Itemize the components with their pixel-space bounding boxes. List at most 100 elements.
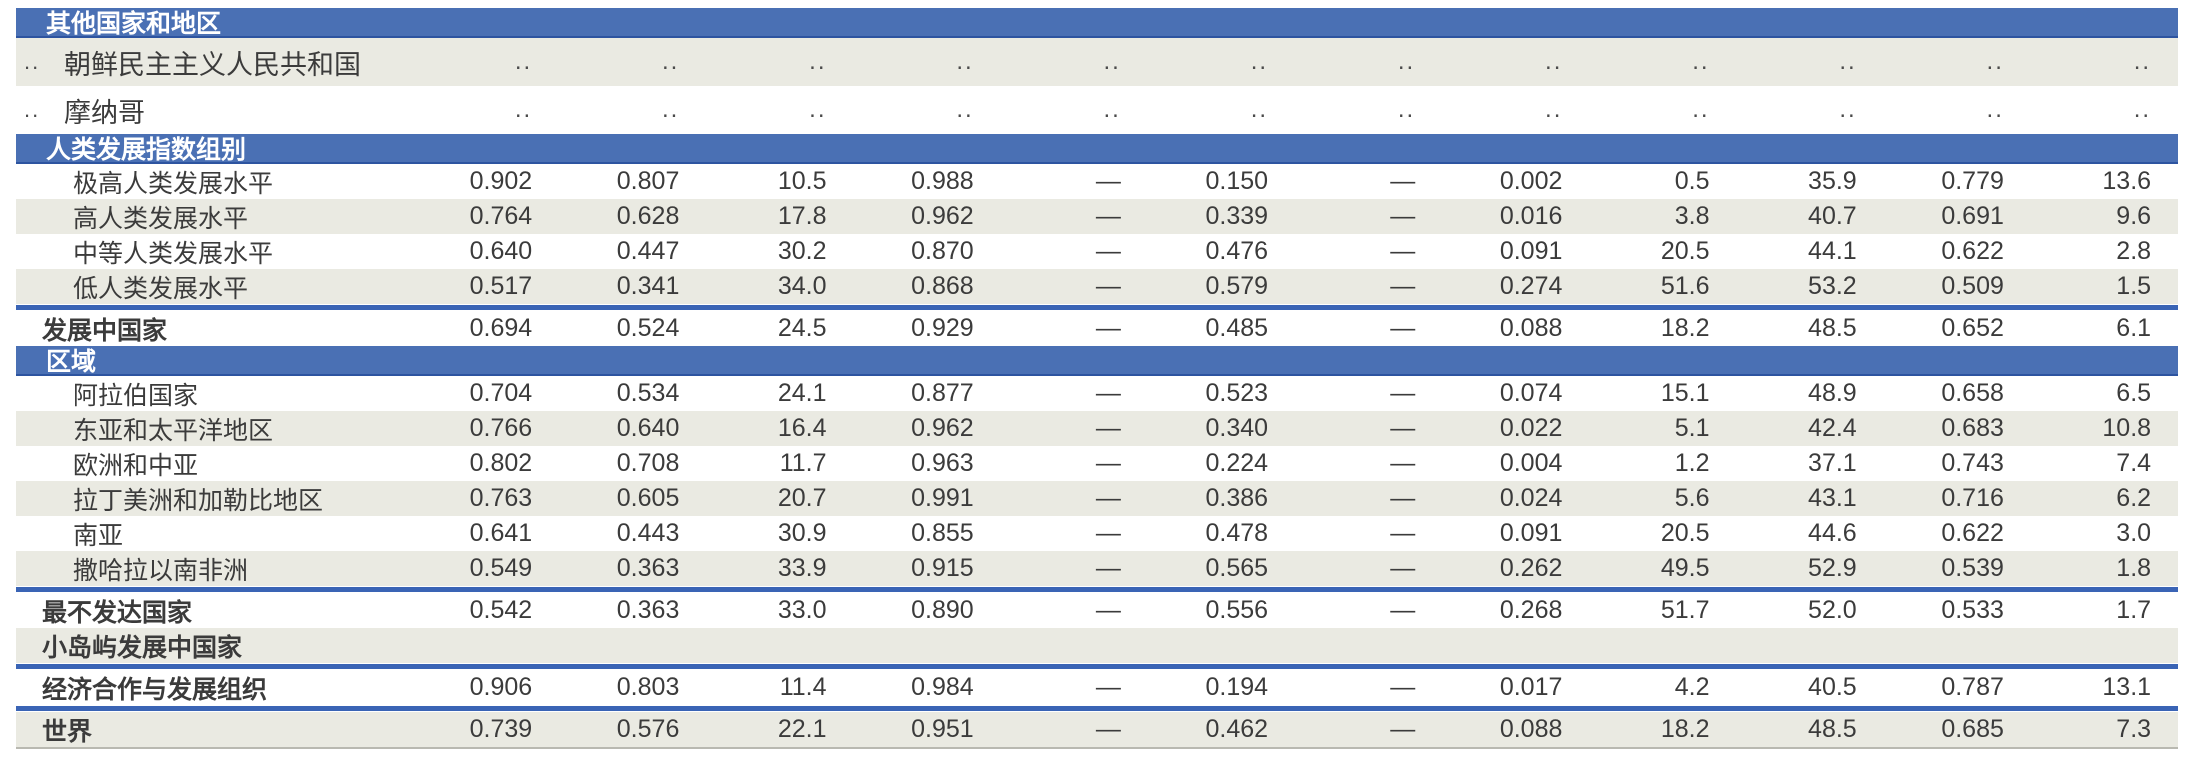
data-cell: 48.5 xyxy=(1808,314,1857,342)
data-cell: — xyxy=(1095,414,1121,442)
data-cell: 0.906 xyxy=(469,673,533,701)
data-cell: — xyxy=(1095,673,1121,701)
data-cell: 33.0 xyxy=(777,596,827,624)
data-cell: 0.556 xyxy=(1205,596,1269,624)
table-row: .. 摩纳哥........................ xyxy=(16,86,2178,134)
data-cell: 0.262 xyxy=(1499,554,1563,582)
data-cell: 30.9 xyxy=(777,519,827,547)
data-cell: 24.5 xyxy=(777,314,827,342)
data-cell: 0.024 xyxy=(1499,484,1563,512)
table-row: 东亚和太平洋地区 0.766 0.640 16.4 0.962 — 0.340 — 0.022 5… xyxy=(16,411,2178,446)
data-cell: — xyxy=(1390,167,1416,195)
data-cell: 0.991 xyxy=(911,484,974,512)
data-cell: 42.4 xyxy=(1808,414,1857,442)
data-cell: 0.641 xyxy=(469,519,533,547)
row-label-cell: 欧洲和中亚 xyxy=(16,446,412,482)
data-cell: 0.685 xyxy=(1941,715,2004,743)
data-cell: — xyxy=(1390,484,1416,512)
data-cell: — xyxy=(1390,414,1416,442)
data-cell: 0.622 xyxy=(1941,237,2004,265)
data-cell: 0.870 xyxy=(911,237,974,265)
rank-value: .. xyxy=(24,49,41,74)
data-cell: 0.091 xyxy=(1499,237,1563,265)
data-cell: .. xyxy=(1397,96,1416,123)
data-cell: 0.5 xyxy=(1674,167,1710,195)
data-cell: 53.2 xyxy=(1808,272,1857,300)
data-cell: 0.274 xyxy=(1499,272,1563,300)
data-cell: 15.1 xyxy=(1660,379,1710,407)
data-cell: 17.8 xyxy=(777,202,827,230)
row-label-cell: 中等人类发展水平 xyxy=(16,234,412,270)
section-header: 区域 xyxy=(16,346,2178,376)
row-label-cell: 极高人类发展水平 xyxy=(16,164,412,200)
data-cell: — xyxy=(1390,715,1416,743)
data-cell: 10.5 xyxy=(777,167,827,195)
data-cell: 0.339 xyxy=(1205,202,1269,230)
data-cell: 48.5 xyxy=(1808,715,1857,743)
row-label: 低人类发展水平 xyxy=(73,274,249,303)
row-label-cell: 小岛屿发展中国家 xyxy=(16,628,412,664)
data-cell: 13.1 xyxy=(2102,673,2152,701)
data-cell: 0.802 xyxy=(469,449,533,477)
data-cell: .. xyxy=(514,96,533,123)
row-label-cell: 南亚 xyxy=(16,516,412,552)
data-cell: 7.3 xyxy=(2116,715,2152,743)
data-cell: 0.716 xyxy=(1941,484,2004,512)
data-cell: 0.628 xyxy=(616,202,680,230)
table-row: .. 朝鲜民主主义人民共和国........................ xyxy=(16,38,2178,86)
data-cell: 0.565 xyxy=(1205,554,1269,582)
data-cell: — xyxy=(1390,202,1416,230)
data-cell: 13.6 xyxy=(2102,167,2152,195)
data-cell: 0.929 xyxy=(911,314,974,342)
data-cell: 11.4 xyxy=(779,673,827,701)
row-label: 东亚和太平洋地区 xyxy=(73,416,274,445)
data-cell: 0.022 xyxy=(1499,414,1563,442)
data-cell: — xyxy=(1390,673,1416,701)
row-label-cell: 最不发达国家 xyxy=(16,593,412,629)
data-cell: — xyxy=(1095,554,1121,582)
data-cell: — xyxy=(1095,449,1121,477)
data-cell: 0.485 xyxy=(1205,314,1269,342)
data-cell: .. xyxy=(1692,96,1710,123)
table-row: 世界 0.739 0.576 22.1 0.951 — 0.462 — 0.088 18.2 48.… xyxy=(16,712,2178,747)
data-cell: 0.658 xyxy=(1941,379,2004,407)
data-cell: 0.074 xyxy=(1499,379,1563,407)
data-cell: 0.524 xyxy=(616,314,680,342)
data-cell: — xyxy=(1095,167,1121,195)
data-cell: 40.5 xyxy=(1808,673,1857,701)
table-row: 最不发达国家 0.542 0.363 33.0 0.890 — 0.556 — 0.268 51.… xyxy=(16,593,2178,628)
data-cell: 0.150 xyxy=(1205,167,1269,195)
section-header: 其他国家和地区 xyxy=(16,8,2178,38)
data-cell: 0.340 xyxy=(1205,414,1269,442)
data-cell: 0.962 xyxy=(911,202,974,230)
data-cell: 6.2 xyxy=(2116,484,2152,512)
data-cell: 0.962 xyxy=(911,414,974,442)
data-cell: 0.462 xyxy=(1205,715,1269,743)
data-cell: 11.7 xyxy=(779,449,827,477)
data-cell: 0.443 xyxy=(616,519,680,547)
data-cell: 0.855 xyxy=(911,519,974,547)
data-cell: .. xyxy=(1692,48,1710,75)
data-cell: 33.9 xyxy=(777,554,827,582)
data-cell: 1.8 xyxy=(2116,554,2152,582)
row-label-cell: 低人类发展水平 xyxy=(16,269,412,305)
data-cell: 0.517 xyxy=(469,272,533,300)
table-row: 小岛屿发展中国家 xyxy=(16,628,2178,663)
data-cell: 43.1 xyxy=(1808,484,1857,512)
data-cell: .. xyxy=(662,96,680,123)
data-cell: 0.704 xyxy=(469,379,533,407)
data-cell: 52.9 xyxy=(1808,554,1857,582)
table-row: 低人类发展水平 0.517 0.341 34.0 0.868 — 0.579 — 0.274 51… xyxy=(16,269,2178,304)
data-cell: 0.542 xyxy=(469,596,533,624)
data-cell: 34.0 xyxy=(777,272,827,300)
data-cell: 1.7 xyxy=(2116,596,2152,624)
data-cell: — xyxy=(1390,237,1416,265)
data-cell: 0.984 xyxy=(911,673,974,701)
row-label: 中等人类发展水平 xyxy=(73,239,274,268)
row-label: 发展中国家 xyxy=(42,316,168,345)
data-cell: 0.509 xyxy=(1941,272,2004,300)
data-cell: 0.890 xyxy=(911,596,974,624)
data-cell: 0.902 xyxy=(469,167,533,195)
data-cell: 0.579 xyxy=(1205,272,1269,300)
data-cell: 22.1 xyxy=(777,715,827,743)
